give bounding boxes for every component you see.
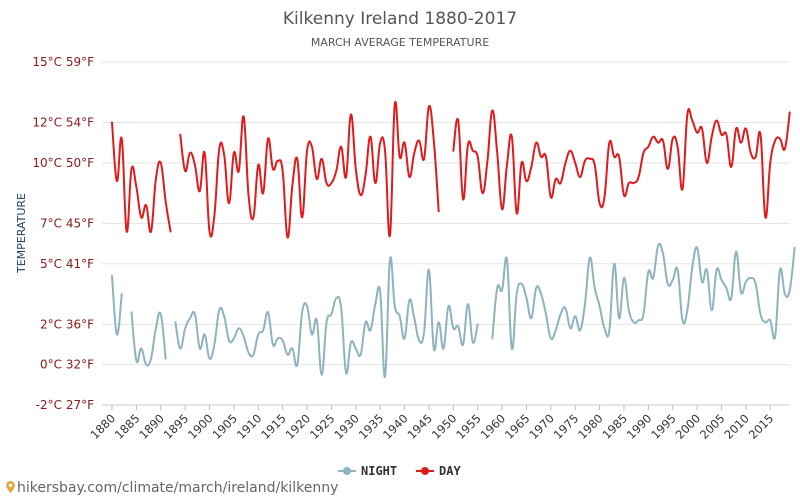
x-tick-label: 2010 — [721, 411, 752, 442]
chart-subtitle: MARCH AVERAGE TEMPERATURE — [311, 36, 489, 49]
x-tick-label: 1960 — [478, 411, 509, 442]
x-tick-label: 1975 — [551, 411, 582, 442]
y-tick-label: 7°C 45°F — [40, 216, 94, 230]
x-tick-label: 1895 — [161, 411, 192, 442]
series-night — [111, 242, 796, 378]
x-tick-label: 1985 — [599, 411, 630, 442]
x-tick-label: 1910 — [234, 411, 265, 442]
y-tick-label: 15°C 59°F — [32, 55, 94, 69]
series-day-line — [179, 100, 440, 239]
x-tick-label: 1955 — [453, 411, 484, 442]
x-tick-label: 1965 — [502, 411, 533, 442]
series-day — [111, 100, 791, 239]
legend-day-label: DAY — [439, 464, 461, 478]
y-axis-ticks: -2°C 27°F 0°C 32°F 2°C 36°F 5°C 41°F 7°C 45°… — [32, 55, 94, 412]
x-tick-label: 1905 — [209, 411, 240, 442]
y-tick-label: 0°C 32°F — [40, 358, 94, 372]
x-tick-label: 1900 — [185, 411, 216, 442]
x-tick-label: 1980 — [575, 411, 606, 442]
x-tick-label: 2005 — [697, 411, 728, 442]
y-tick-label: 2°C 36°F — [40, 317, 94, 331]
y-tick-label: -2°C 27°F — [36, 398, 94, 412]
x-tick-label: 1915 — [258, 411, 289, 442]
series-night-line — [174, 256, 479, 378]
x-tick-label: 1940 — [380, 411, 411, 442]
x-tick-label: 1995 — [648, 411, 679, 442]
legend-day-marker — [421, 467, 429, 475]
series — [111, 100, 796, 378]
x-tick-label: 1935 — [356, 411, 387, 442]
legend-night-label: NIGHT — [361, 464, 397, 478]
y-tick-label: 5°C 41°F — [40, 257, 94, 271]
x-tick-label: 1970 — [526, 411, 557, 442]
series-night-line — [111, 274, 123, 336]
x-tick-label: 1990 — [624, 411, 655, 442]
x-tick-label: 2000 — [673, 411, 704, 442]
series-day-line — [111, 121, 172, 233]
footer-link[interactable]: hikersbay.com/climate/march/ireland/kilk… — [6, 480, 338, 496]
x-tick-label: 1950 — [429, 411, 460, 442]
series-night-line — [130, 311, 167, 367]
series-night-line — [491, 242, 796, 350]
x-tick-label: 2015 — [746, 411, 777, 442]
x-tick-label: 1885 — [112, 411, 143, 442]
x-axis-ticks: 1880188518901895190019051910191519201925… — [88, 404, 790, 442]
x-tick-label: 1930 — [331, 411, 362, 442]
x-tick-label: 1920 — [283, 411, 314, 442]
y-tick-label: 10°C 50°F — [32, 156, 94, 170]
y-axis-label: TEMPERATURE — [15, 193, 28, 274]
y-tick-label: 12°C 54°F — [32, 116, 94, 130]
x-tick-label: 1945 — [404, 411, 435, 442]
legend-item-day[interactable]: DAY — [416, 464, 461, 478]
footer-url[interactable]: hikersbay.com/climate/march/ireland/kilk… — [17, 480, 339, 496]
series-day-line — [452, 108, 791, 219]
legend-item-night[interactable]: NIGHT — [338, 464, 397, 478]
x-tick-label: 1890 — [136, 411, 167, 442]
legend[interactable]: NIGHT DAY — [338, 464, 461, 478]
chart-title: Kilkenny Ireland 1880-2017 — [283, 9, 517, 29]
x-tick-label: 1880 — [88, 411, 119, 442]
map-pin-icon — [6, 481, 15, 493]
legend-night-marker — [343, 467, 351, 475]
x-tick-label: 1925 — [307, 411, 338, 442]
